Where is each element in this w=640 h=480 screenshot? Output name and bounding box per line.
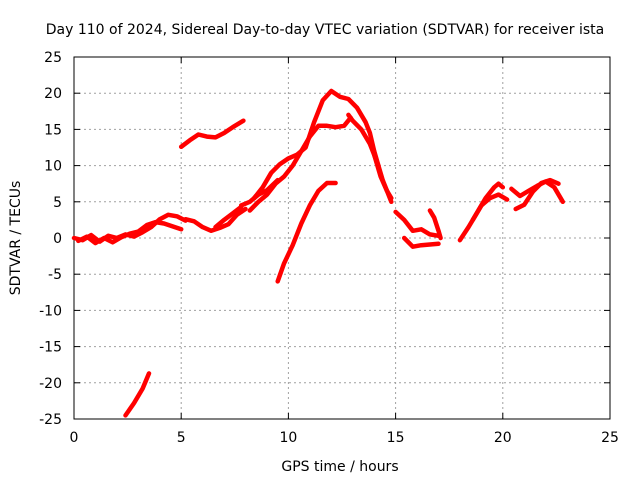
series-arc-2 (76, 219, 184, 246)
y-tick-label: -25 (39, 412, 62, 428)
y-tick-labels: -25 -20 -15 -10 -5 0 5 10 15 20 25 (39, 50, 62, 428)
y-tick-label: 20 (44, 86, 62, 102)
y-tick-label: 10 (44, 159, 62, 175)
series-arc-4 (178, 118, 246, 150)
series-arc-13 (393, 209, 441, 239)
series-arc-19 (513, 177, 561, 212)
y-tick-label: -10 (39, 303, 62, 319)
series-arc-5 (183, 206, 248, 234)
y-tick-label: 15 (44, 122, 62, 138)
series-arc-14 (401, 235, 441, 249)
y-axis-title: SDTVAR / TECUs (8, 181, 24, 296)
axis-ticks (73, 56, 611, 420)
y-tick-label: -5 (48, 267, 62, 283)
series-arc-6 (213, 204, 244, 230)
series-arc-9 (251, 88, 381, 201)
x-tick-label: 25 (601, 430, 619, 446)
x-axis-title: GPS time / hours (281, 459, 398, 475)
chart-title: Day 110 of 2024, Sidereal Day-to-day VTE… (46, 22, 604, 38)
y-tick-label: 5 (53, 195, 62, 211)
y-tick-label: -20 (39, 376, 62, 392)
series-arc-3 (123, 371, 152, 418)
x-tick-label: 20 (494, 430, 512, 446)
series-arc-12 (371, 152, 394, 201)
data-series (71, 88, 566, 418)
y-tick-label: 25 (44, 50, 62, 66)
grid-lines (74, 57, 610, 419)
x-tick-labels: 0 5 10 15 20 25 (70, 430, 619, 446)
series-arc-15 (427, 208, 443, 241)
y-tick-label: 0 (53, 231, 62, 247)
series-arc-8 (247, 115, 353, 213)
x-tick-label: 0 (70, 430, 79, 446)
y-tick-label: -15 (39, 340, 62, 356)
series-arc-10 (275, 180, 338, 284)
x-tick-label: 10 (279, 430, 297, 446)
x-tick-label: 15 (387, 430, 405, 446)
series-arc-17 (470, 192, 510, 223)
x-tick-label: 5 (177, 430, 186, 446)
series-arc-16 (457, 181, 506, 243)
